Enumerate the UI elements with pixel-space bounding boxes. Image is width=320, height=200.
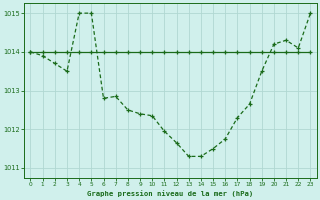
X-axis label: Graphe pression niveau de la mer (hPa): Graphe pression niveau de la mer (hPa) [87,190,253,197]
